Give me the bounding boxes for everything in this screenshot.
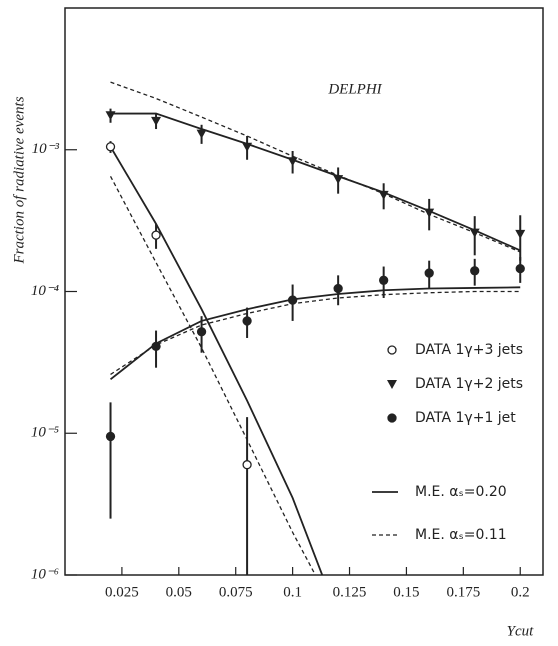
data-point	[242, 142, 253, 152]
model-curve	[109, 146, 324, 575]
data-point	[196, 327, 207, 337]
data-point	[105, 111, 116, 121]
data-point	[379, 275, 389, 285]
data-point	[105, 142, 116, 152]
data-point	[287, 157, 298, 167]
x-tick-label: 0.025	[105, 584, 139, 600]
x-tick-label: 0.125	[333, 584, 367, 600]
legend-marker	[387, 380, 397, 389]
model-curve	[109, 286, 521, 381]
y-tick-label: 10⁻⁶	[31, 566, 59, 582]
legend-label: M.E. αₛ=0.20	[415, 484, 507, 500]
y-axis-label: Fraction of radiative events	[11, 96, 27, 264]
legend-label: DATA 1γ+1 jet	[415, 410, 516, 426]
y-tick-label: 10⁻³	[32, 141, 60, 157]
data-point	[378, 190, 389, 200]
x-tick-label: 0.175	[446, 584, 480, 600]
data-point	[469, 228, 480, 238]
data-point	[242, 460, 252, 470]
model-curve	[110, 81, 521, 253]
x-tick-label: 0.2	[511, 584, 530, 600]
legend-label: DATA 1γ+3 jets	[415, 342, 523, 358]
data-point	[424, 208, 435, 218]
data-point	[151, 116, 162, 126]
x-tick-label: 0.15	[393, 584, 419, 600]
x-tick-label: 0.1	[283, 584, 302, 600]
x-tick-label: 0.05	[166, 584, 192, 600]
data-point	[333, 175, 344, 185]
legend-marker	[387, 345, 397, 355]
data-point	[424, 268, 434, 278]
data-point	[333, 283, 343, 294]
y-tick-label: 10⁻⁴	[31, 283, 59, 299]
data-point	[151, 230, 161, 240]
model-curve	[109, 175, 316, 575]
data-point	[287, 295, 298, 305]
y-tick-label: 10⁻⁵	[31, 425, 59, 441]
data-point	[151, 341, 161, 352]
legend-marker	[387, 413, 397, 423]
model-curve	[110, 290, 521, 375]
data-point	[242, 316, 252, 326]
data-point	[515, 229, 526, 239]
legend-label: M.E. αₛ=0.11	[415, 527, 507, 543]
data-point	[470, 266, 480, 276]
legend-label: DATA 1γ+2 jets	[415, 376, 523, 392]
annotation: DELPHI	[327, 81, 382, 97]
model-curve	[110, 112, 521, 252]
data-point	[196, 129, 207, 139]
data-point	[515, 263, 525, 274]
data-point	[105, 431, 116, 442]
x-axis-label: Ycut	[507, 623, 535, 639]
x-tick-label: 0.075	[219, 584, 253, 600]
plot-area	[105, 81, 526, 575]
